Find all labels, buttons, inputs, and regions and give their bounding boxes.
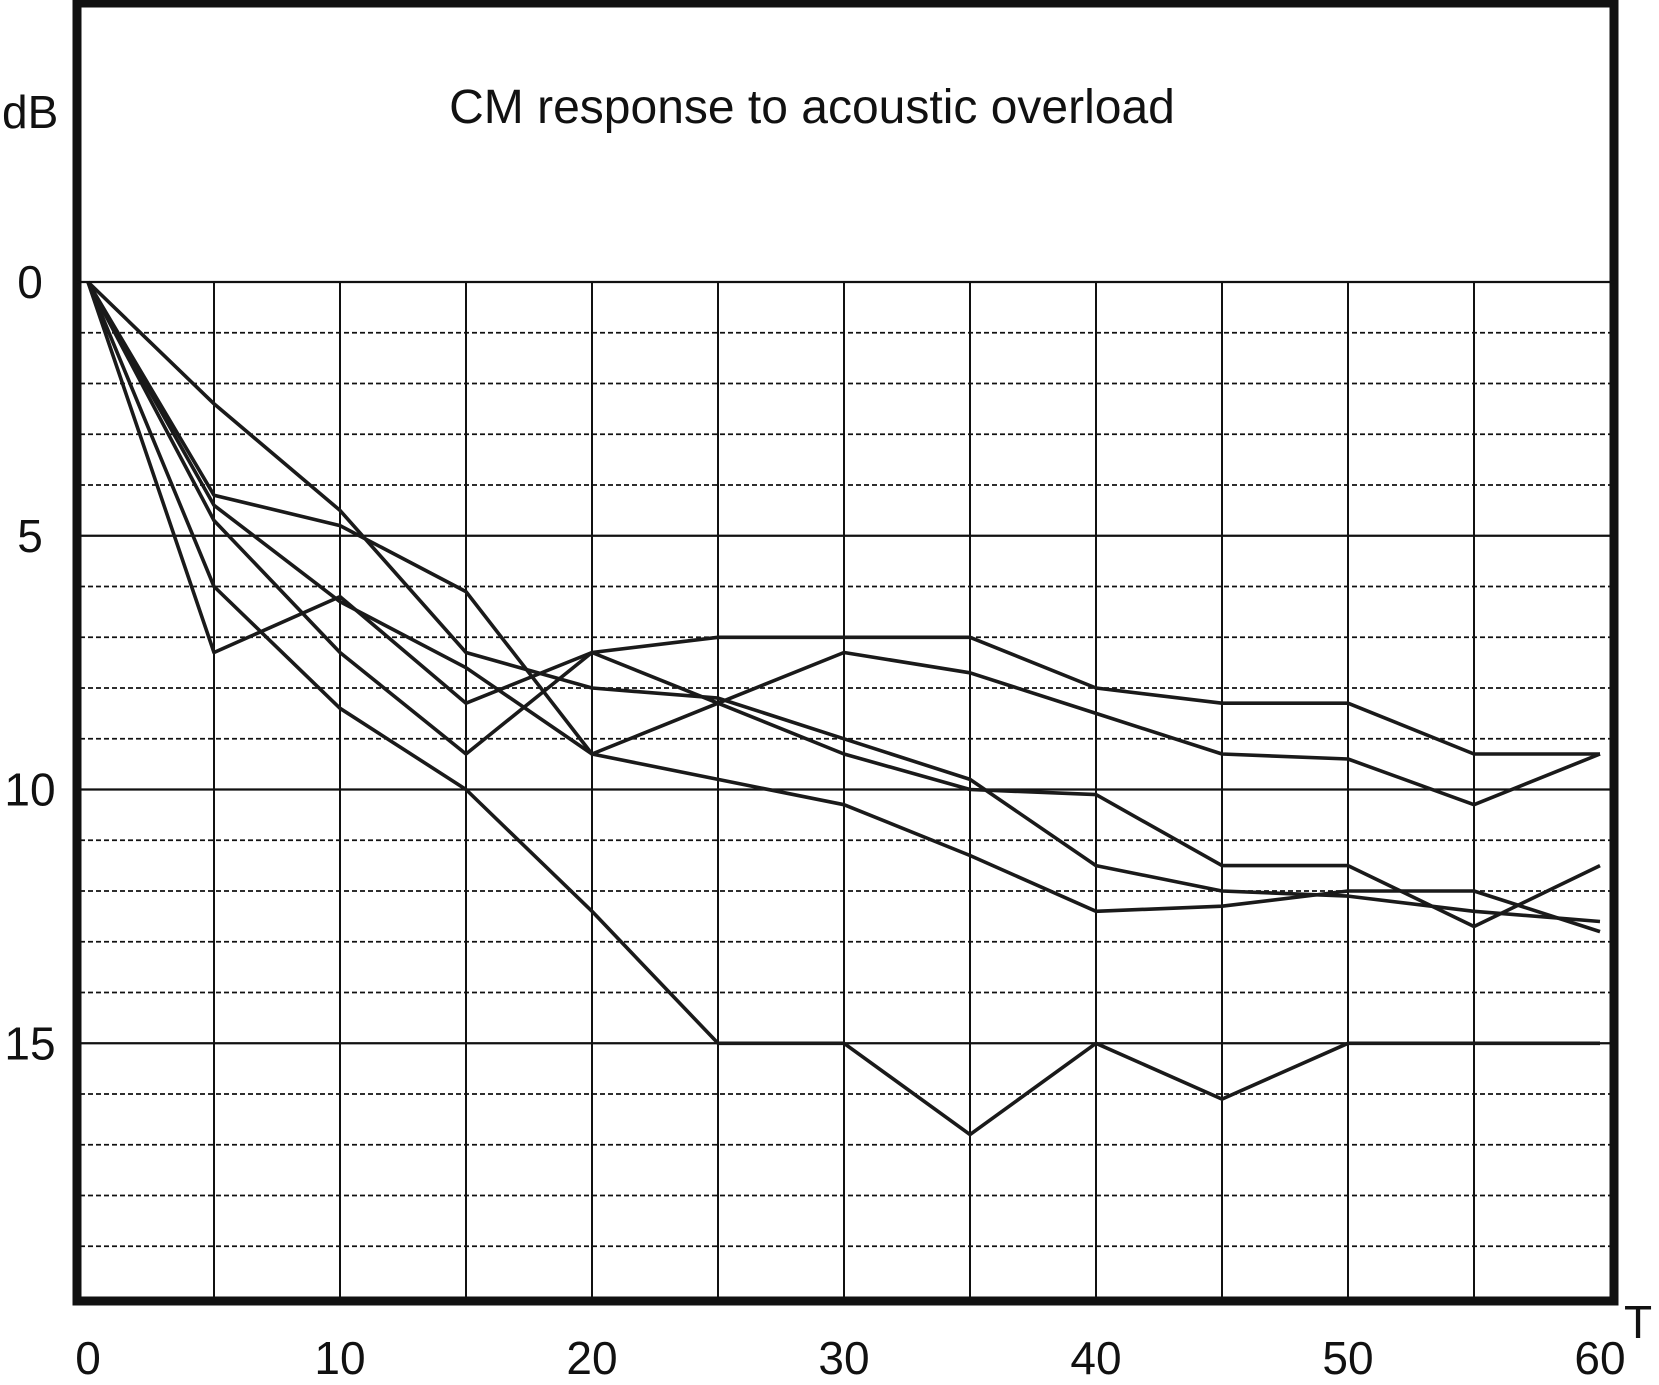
x-tick-label: 60 [1574, 1332, 1625, 1384]
x-tick-label: 50 [1322, 1332, 1373, 1384]
x-tick-label: 0 [75, 1332, 101, 1384]
series-line-4 [86, 281, 1601, 929]
series-line-6 [86, 280, 1601, 924]
x-tick-label: 40 [1070, 1332, 1121, 1384]
series-line-2 [86, 281, 1600, 756]
chart-title: CM response to acoustic overload [449, 81, 1175, 134]
x-axis-label: T [1624, 1296, 1652, 1348]
grid [80, 282, 1610, 1297]
series-line-1 [86, 281, 1601, 807]
y-tick-label: 0 [17, 256, 43, 308]
x-tick-label: 20 [566, 1332, 617, 1384]
series-layer [86, 280, 1601, 1137]
x-tick-label: 30 [818, 1332, 869, 1384]
y-tick-label: 15 [4, 1017, 55, 1069]
y-tick-label: 10 [4, 764, 55, 816]
tick-labels: 0 10 20 30 40 50 60 0 5 10 15 [4, 256, 1625, 1384]
x-tick-label: 10 [314, 1332, 365, 1384]
y-tick-label: 5 [17, 510, 43, 562]
plot-frame [72, 0, 1619, 1306]
y-axis-label: dB [2, 86, 58, 138]
series-line-5 [86, 281, 1600, 1137]
series-line-3 [86, 281, 1601, 934]
